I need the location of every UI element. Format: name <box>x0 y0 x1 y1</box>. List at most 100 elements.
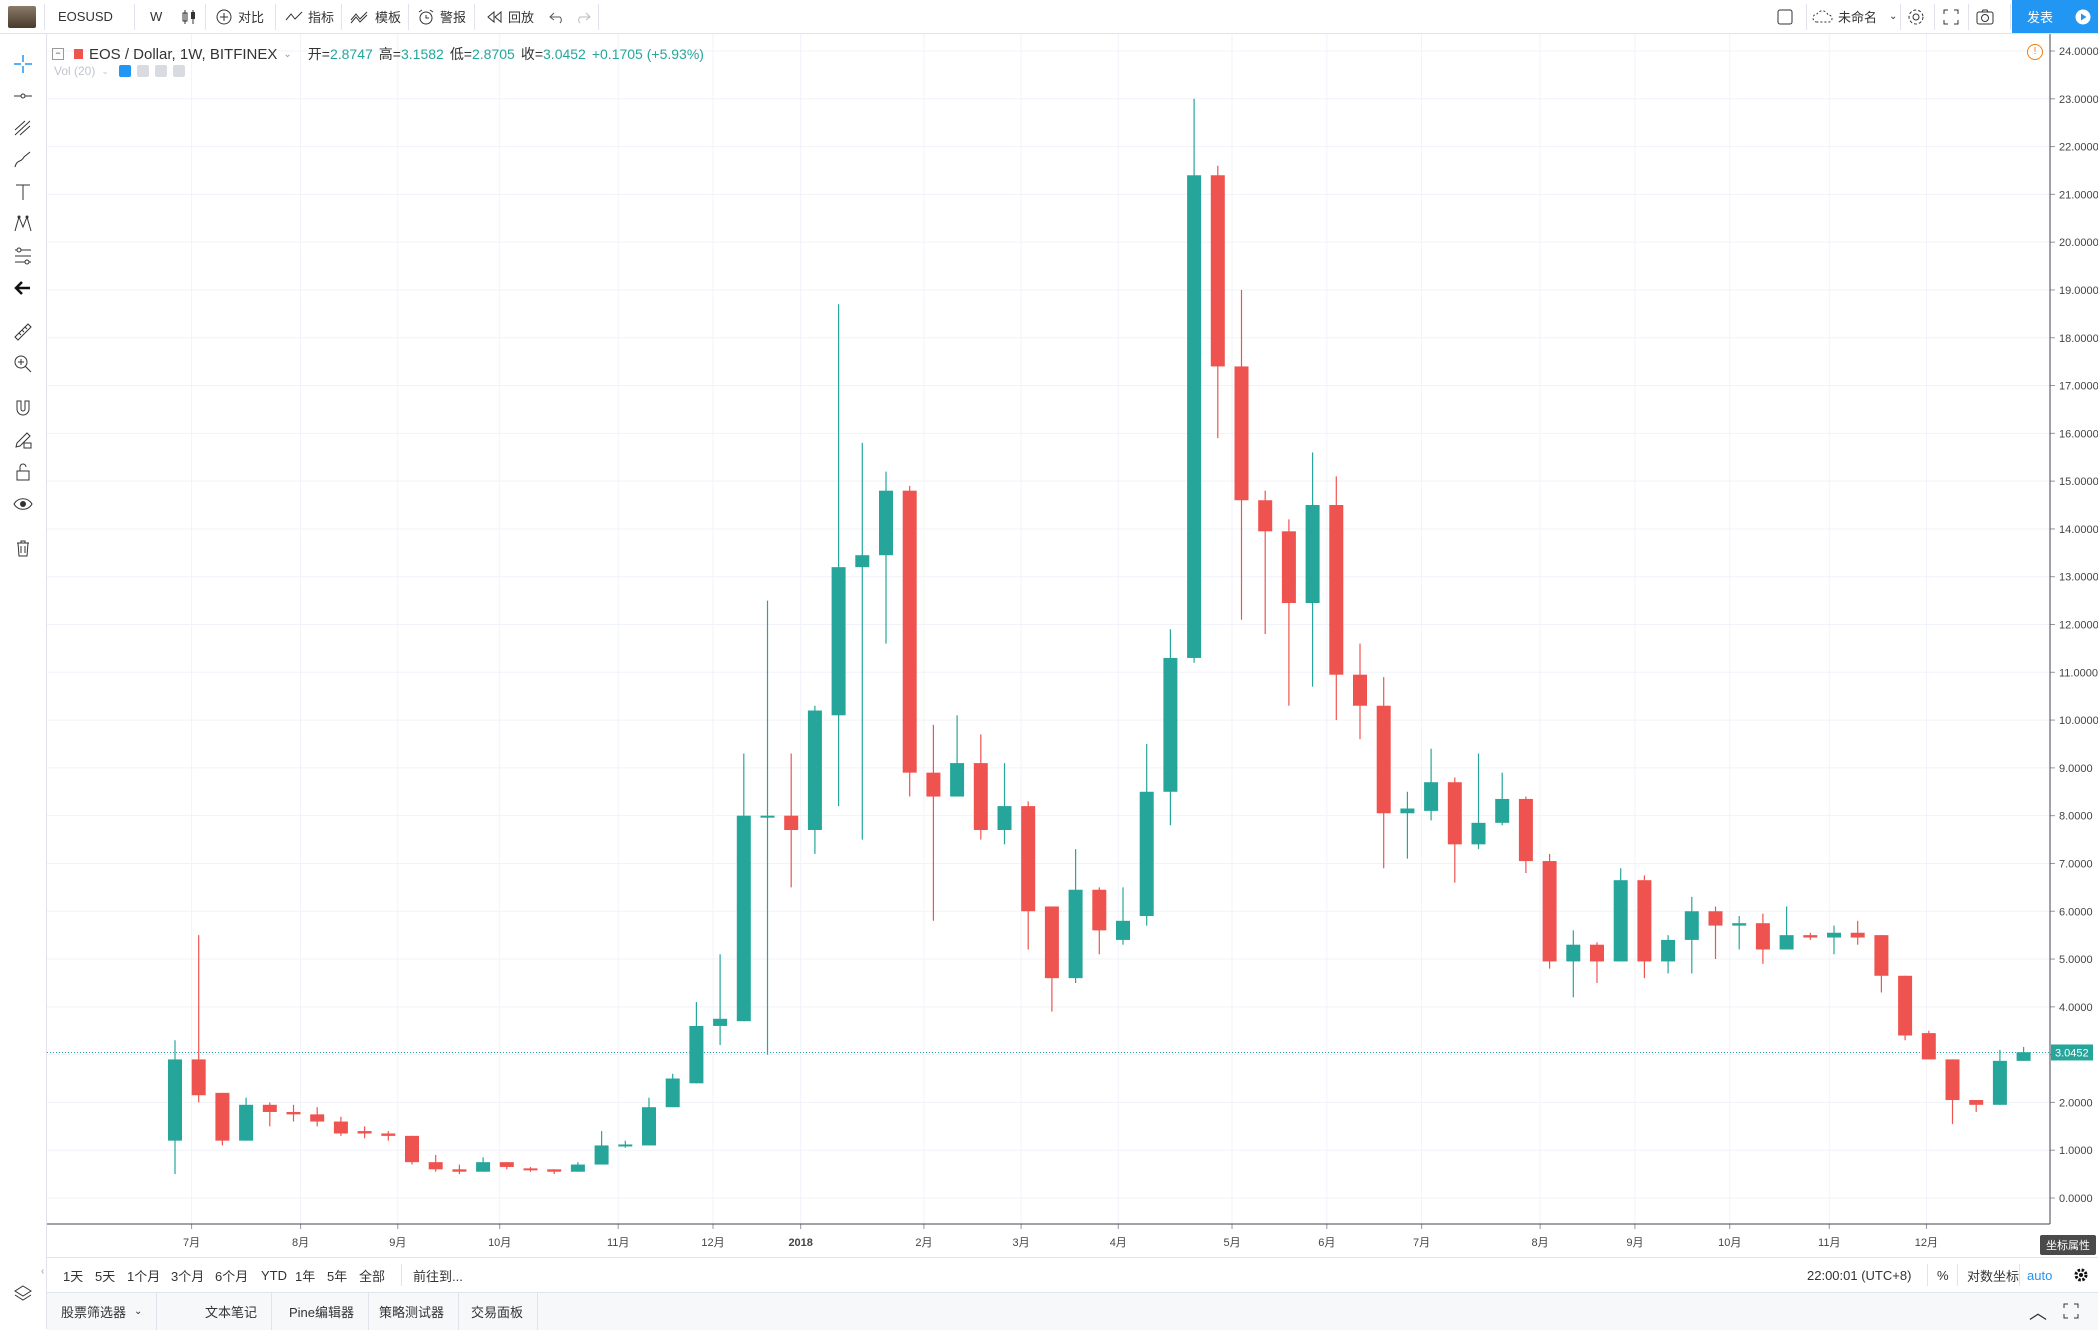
candle[interactable] <box>262 1102 277 1127</box>
tab-trading-panel[interactable]: 交易面板 <box>457 1293 539 1330</box>
collapse-legend-icon[interactable]: − <box>52 48 64 60</box>
text-tool[interactable] <box>8 178 38 206</box>
candle[interactable] <box>1258 490 1273 635</box>
candle[interactable] <box>1874 935 1889 993</box>
candlestick-chart[interactable]: 24.0000 23.0000 22.0000 21.0000 20.0000 19.00… <box>47 34 2098 1256</box>
candle[interactable] <box>1471 753 1486 850</box>
candle[interactable] <box>1068 849 1083 983</box>
candle[interactable] <box>1850 920 1865 945</box>
candle[interactable] <box>1163 629 1178 826</box>
clock-display[interactable]: 22:00:01 (UTC+8) <box>1807 1258 1911 1292</box>
settings-button[interactable] <box>1906 0 1926 33</box>
logo-icon[interactable] <box>8 6 36 28</box>
candle[interactable] <box>973 734 988 840</box>
candle[interactable] <box>855 442 870 840</box>
collapse-arrow-icon[interactable]: ‹ <box>41 1266 45 1277</box>
measure-tool[interactable] <box>8 318 38 346</box>
play-button[interactable] <box>2068 0 2098 33</box>
axis-settings-button[interactable] <box>2063 1258 2098 1292</box>
stay-drawing-tool[interactable] <box>8 426 38 454</box>
delete-tool[interactable] <box>8 534 38 562</box>
warning-icon[interactable]: ! <box>2027 44 2043 60</box>
candle[interactable] <box>191 935 206 1103</box>
candle[interactable] <box>523 1166 538 1172</box>
candle[interactable] <box>1495 772 1510 826</box>
range-button-5y[interactable]: 5年 <box>327 1258 347 1292</box>
candle[interactable] <box>333 1116 348 1136</box>
goto-date-button[interactable]: 前往到... <box>413 1258 463 1292</box>
candle[interactable] <box>642 1097 656 1146</box>
candle[interactable] <box>405 1135 419 1165</box>
candle[interactable] <box>1921 1030 1936 1060</box>
candle[interactable] <box>1305 452 1320 687</box>
tab-stock-screener[interactable]: 股票筛选器 ⌄ <box>47 1293 158 1330</box>
candle[interactable] <box>1281 519 1296 706</box>
chart-style-button[interactable] <box>180 0 198 33</box>
visibility-tool[interactable] <box>8 490 38 518</box>
prediction-tool[interactable] <box>8 242 38 270</box>
trend-line-tool[interactable] <box>8 82 38 110</box>
candle[interactable] <box>1898 975 1913 1041</box>
candle[interactable] <box>1092 887 1107 955</box>
percent-scale-button[interactable]: % <box>1937 1258 1949 1292</box>
candle[interactable] <box>1755 913 1770 964</box>
range-button-3m[interactable]: 3个月 <box>171 1258 204 1292</box>
candle[interactable] <box>1779 906 1794 950</box>
candle[interactable] <box>1566 930 1581 998</box>
range-button-1d[interactable]: 1天 <box>63 1258 83 1292</box>
candle[interactable] <box>1637 875 1652 979</box>
compare-button[interactable]: 对比 <box>215 0 264 33</box>
range-button-6m[interactable]: 6个月 <box>215 1258 248 1292</box>
object-tree-tool[interactable] <box>8 1280 38 1308</box>
close-small-icon[interactable] <box>172 65 185 77</box>
redo-button[interactable] <box>574 0 592 33</box>
candle[interactable] <box>879 471 893 644</box>
candle[interactable] <box>1139 743 1154 926</box>
magnet-tool[interactable] <box>8 394 38 422</box>
candle[interactable] <box>618 1140 633 1148</box>
more-small-icon[interactable] <box>154 65 167 77</box>
replay-button[interactable]: 回放 <box>485 0 534 33</box>
candle[interactable] <box>1353 643 1367 740</box>
snapshot-button[interactable] <box>1975 0 1995 33</box>
candle[interactable] <box>689 1002 704 1084</box>
templates-button[interactable]: 模板 <box>350 0 401 33</box>
brush-tool[interactable] <box>8 146 38 174</box>
candle[interactable] <box>1613 868 1628 962</box>
candle[interactable] <box>1400 791 1415 859</box>
candle[interactable] <box>286 1104 301 1122</box>
candle[interactable] <box>1044 906 1059 1012</box>
candle[interactable] <box>1021 801 1036 950</box>
volume-legend[interactable]: Vol (20) ⌄ <box>54 64 185 78</box>
pattern-tool[interactable] <box>8 210 38 238</box>
candle[interactable] <box>357 1126 372 1139</box>
candle[interactable] <box>1447 777 1462 883</box>
candle[interactable] <box>736 753 751 1022</box>
candle[interactable] <box>1803 932 1818 940</box>
candle[interactable] <box>1732 916 1747 950</box>
candle[interactable] <box>665 1073 680 1108</box>
candle[interactable] <box>215 1092 230 1146</box>
candle[interactable] <box>1590 942 1604 983</box>
candle[interactable] <box>239 1097 254 1141</box>
candle[interactable] <box>926 724 941 921</box>
candle[interactable] <box>499 1162 514 1170</box>
candle[interactable] <box>310 1107 325 1127</box>
candle[interactable] <box>1329 476 1344 721</box>
range-button-ytd[interactable]: YTD <box>261 1258 287 1292</box>
candle[interactable] <box>452 1164 467 1175</box>
candle[interactable] <box>831 304 846 807</box>
candle[interactable] <box>1518 796 1533 874</box>
candle[interactable] <box>784 753 799 888</box>
candle[interactable] <box>1945 1059 1960 1124</box>
range-button-1y[interactable]: 1年 <box>295 1258 315 1292</box>
candle[interactable] <box>997 763 1012 845</box>
publish-button[interactable]: 发表 <box>2012 0 2068 33</box>
tab-pine-editor[interactable]: Pine编辑器 <box>275 1293 370 1330</box>
undo-button[interactable] <box>548 0 566 33</box>
chart-pane[interactable]: 24.0000 23.0000 22.0000 21.0000 20.0000 19.00… <box>47 34 2098 1256</box>
zoom-tool[interactable] <box>8 350 38 378</box>
candle[interactable] <box>1661 935 1676 974</box>
fib-tool[interactable] <box>8 114 38 142</box>
tab-strategy-tester[interactable]: 策略测试器 <box>365 1293 460 1330</box>
